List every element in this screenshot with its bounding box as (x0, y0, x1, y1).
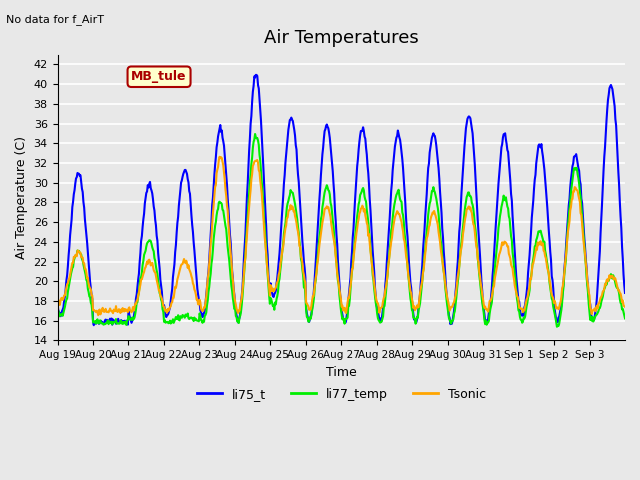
li77_temp (401, 230, 408, 236)
li75_t (401, 199, 409, 205)
Tsonic (54, 294, 61, 300)
Tsonic (121, 306, 129, 312)
Tsonic (433, 219, 441, 225)
Text: No data for f_AirT: No data for f_AirT (6, 14, 104, 25)
li77_temp (253, 135, 261, 141)
Tsonic (254, 160, 262, 166)
li75_t (54, 302, 61, 308)
X-axis label: Time: Time (326, 366, 356, 379)
li75_t (252, 72, 260, 78)
li77_temp (252, 131, 259, 137)
Tsonic (94, 312, 102, 318)
Tsonic (401, 245, 409, 251)
Legend: li75_t, li77_temp, Tsonic: li75_t, li77_temp, Tsonic (192, 383, 491, 406)
li75_t (433, 151, 441, 156)
Tsonic (216, 154, 223, 160)
Y-axis label: Air Temperature (C): Air Temperature (C) (15, 136, 28, 259)
Tsonic (621, 304, 629, 310)
li75_t (90, 323, 98, 328)
li77_temp (54, 310, 61, 315)
li77_temp (621, 315, 629, 321)
li75_t (254, 83, 262, 88)
li77_temp (433, 196, 440, 202)
li75_t (121, 318, 129, 324)
Line: li75_t: li75_t (58, 75, 625, 325)
Title: Air Temperatures: Air Temperatures (264, 29, 419, 48)
li77_temp (225, 251, 232, 256)
li75_t (276, 251, 284, 257)
li77_temp (120, 321, 128, 326)
li77_temp (553, 324, 561, 330)
Tsonic (276, 269, 284, 275)
Line: li77_temp: li77_temp (58, 134, 625, 327)
Line: Tsonic: Tsonic (58, 157, 625, 315)
li75_t (621, 290, 629, 296)
li75_t (225, 218, 233, 224)
Tsonic (226, 240, 234, 246)
Text: MB_tule: MB_tule (131, 70, 187, 83)
li77_temp (275, 280, 283, 286)
